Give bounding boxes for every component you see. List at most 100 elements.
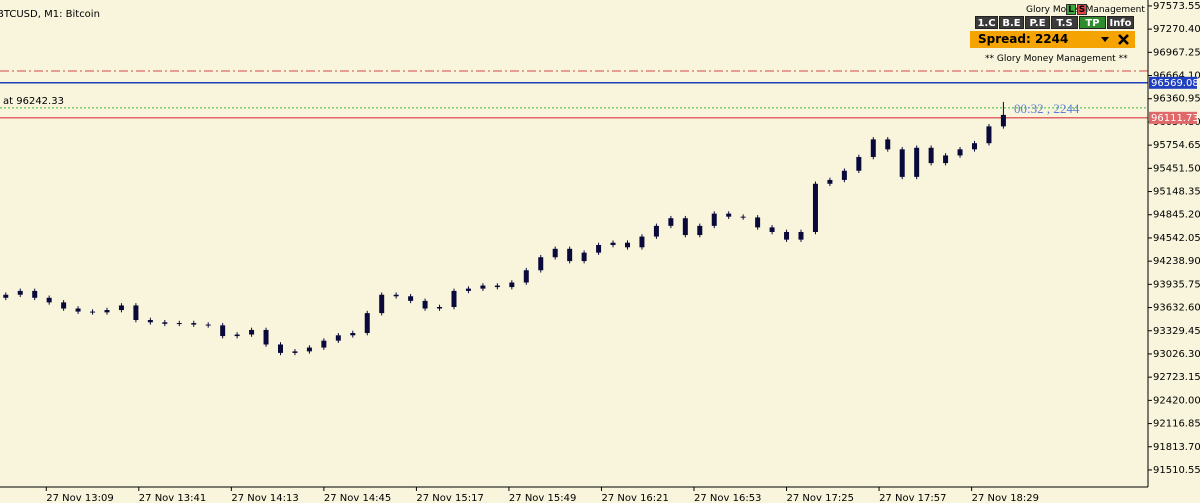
button[interactable]: P.E bbox=[1025, 16, 1050, 29]
level-box bbox=[1149, 76, 1197, 89]
candle-body bbox=[234, 334, 240, 337]
candle-body bbox=[552, 248, 558, 258]
candle-body bbox=[581, 252, 587, 262]
candle-body bbox=[104, 310, 110, 313]
candle-body bbox=[856, 156, 862, 171]
candle-body bbox=[986, 126, 992, 144]
x-tick-label: 27 Nov 18:29 bbox=[972, 493, 1039, 503]
candle-body bbox=[393, 294, 399, 297]
x-tick-label: 27 Nov 13:09 bbox=[46, 493, 113, 503]
y-tick-label: 97573.55 bbox=[1153, 1, 1200, 12]
icon-l[interactable]: L bbox=[1066, 4, 1076, 15]
candle-body bbox=[191, 323, 197, 325]
candle-body bbox=[306, 347, 312, 352]
candle-body bbox=[841, 170, 847, 180]
button[interactable]: Info bbox=[1107, 16, 1134, 29]
y-tick-label: 92420.00 bbox=[1153, 395, 1200, 406]
candle-body bbox=[90, 311, 96, 313]
y-tick-label: 95754.65 bbox=[1153, 140, 1200, 151]
candle-body bbox=[263, 329, 269, 345]
x-tick-label: 27 Nov 16:21 bbox=[601, 493, 668, 503]
y-tick-label: 93026.30 bbox=[1153, 349, 1200, 360]
candle-body bbox=[870, 139, 876, 157]
annotation: 00:32 , 2244 bbox=[1014, 101, 1080, 116]
candle-body bbox=[364, 313, 370, 334]
candle-body bbox=[928, 147, 934, 164]
candle-body bbox=[538, 257, 544, 271]
candle-body bbox=[75, 308, 81, 312]
candle-body bbox=[480, 285, 486, 289]
candle-body bbox=[277, 344, 283, 353]
candle-body bbox=[610, 242, 616, 245]
panel-note: ** Glory Money Management ** bbox=[985, 54, 1128, 64]
y-tick-label: 91813.70 bbox=[1153, 442, 1200, 453]
spread-controls[interactable] bbox=[1095, 31, 1135, 48]
candle-body bbox=[769, 227, 775, 232]
candle-body bbox=[943, 155, 949, 164]
candle-body bbox=[292, 351, 298, 353]
candle-body bbox=[653, 225, 659, 237]
candle-body bbox=[133, 305, 139, 320]
y-tick-label: 93632.60 bbox=[1153, 303, 1200, 314]
candle-body bbox=[220, 325, 226, 337]
y-tick-label: 96967.25 bbox=[1153, 47, 1200, 58]
candle-body bbox=[408, 296, 414, 301]
candle-body bbox=[798, 231, 804, 240]
candle-body bbox=[335, 335, 341, 341]
y-tick-label: 96360.95 bbox=[1153, 94, 1200, 105]
x-tick-label: 27 Nov 14:45 bbox=[324, 493, 391, 503]
candle-body bbox=[321, 340, 327, 348]
y-tick-label: 97270.40 bbox=[1153, 24, 1200, 35]
y-tick-label: 96664.10 bbox=[1153, 71, 1200, 82]
candle-body bbox=[17, 290, 23, 295]
candle-body bbox=[176, 323, 182, 325]
candle-body bbox=[162, 322, 168, 324]
candle-body bbox=[422, 300, 428, 309]
candle-body bbox=[885, 139, 891, 150]
level-label: at 96242.33 bbox=[3, 96, 64, 107]
level-label: 96111.73 bbox=[1151, 113, 1199, 124]
button[interactable]: 1.C bbox=[975, 16, 998, 29]
x-tick-label: 27 Nov 16:53 bbox=[694, 493, 761, 503]
candle-body bbox=[971, 143, 977, 150]
plot-area bbox=[0, 70, 1148, 356]
icon-s[interactable]: S bbox=[1077, 4, 1087, 15]
candle-body bbox=[812, 183, 818, 232]
y-tick-label: 95451.50 bbox=[1153, 163, 1200, 174]
candle-body bbox=[596, 244, 602, 253]
candle-body bbox=[118, 305, 124, 311]
candle-body bbox=[624, 242, 630, 248]
spread-text: Spread: 2244 bbox=[978, 32, 1069, 46]
candle-body bbox=[494, 285, 500, 288]
candle-body bbox=[509, 282, 515, 288]
candle-body bbox=[784, 231, 790, 240]
candle-body bbox=[523, 270, 529, 283]
candle-body bbox=[249, 329, 255, 335]
candle-body bbox=[205, 324, 211, 326]
candle-body bbox=[437, 306, 443, 309]
candle-body bbox=[1000, 114, 1006, 127]
x-tick-label: 27 Nov 17:25 bbox=[787, 493, 854, 503]
candle-body bbox=[567, 248, 573, 262]
y-tick-label: 94238.90 bbox=[1153, 256, 1200, 267]
candle-body bbox=[465, 288, 471, 291]
button[interactable]: TP bbox=[1079, 16, 1106, 29]
y-tick-label: 91510.55 bbox=[1153, 465, 1200, 476]
x-tick-label: 27 Nov 14:13 bbox=[231, 493, 298, 503]
level-box bbox=[1149, 111, 1197, 124]
level-label: 96569.08 bbox=[1151, 78, 1199, 89]
y-tick-label: 95148.35 bbox=[1153, 187, 1200, 198]
candle-body bbox=[697, 225, 703, 236]
candle-body bbox=[350, 333, 356, 336]
candle-body bbox=[379, 294, 385, 314]
x-tick-label: 27 Nov 17:57 bbox=[879, 493, 946, 503]
candle-body bbox=[3, 294, 9, 298]
candle-body bbox=[957, 149, 963, 156]
y-tick-label: 94542.05 bbox=[1153, 233, 1200, 244]
candle-body bbox=[639, 236, 645, 248]
button[interactable]: T.S bbox=[1051, 16, 1078, 29]
candle-body bbox=[46, 297, 52, 303]
button[interactable]: B.E bbox=[999, 16, 1024, 29]
